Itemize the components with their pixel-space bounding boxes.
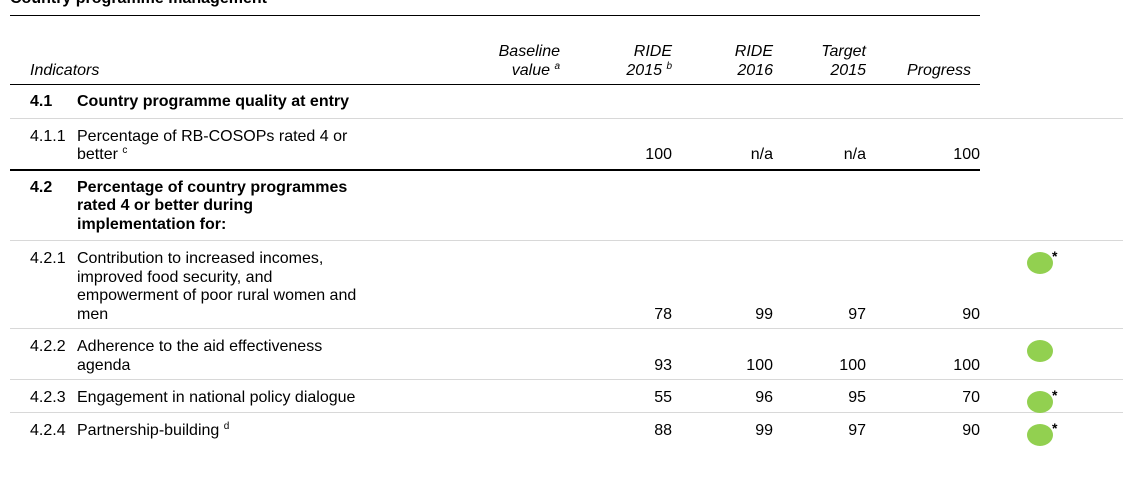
indicator-code: 4.1.1	[10, 117, 77, 170]
section-code: 4.1	[30, 93, 53, 110]
indicator-label-cell: Engagement in national policy dialogue	[77, 379, 560, 412]
indicator-table: Indicators Baseline value a RIDE 2015 b RIDE 2…	[10, 15, 1123, 446]
progress-mark: *	[1052, 248, 1058, 264]
value-cell: 88	[560, 411, 672, 444]
value-cell: 90	[866, 411, 980, 444]
footnote-ref: d	[223, 420, 230, 432]
indicator-row: 4.2.3 Engagement in national policy dialo…	[10, 379, 1123, 413]
value-cell: 100	[560, 117, 672, 170]
value-cell: 78	[560, 240, 672, 329]
value-cell: n/a	[672, 117, 773, 170]
progress-mark: *	[1052, 419, 1058, 436]
indicator-row: 4.2.1 Contribution to increased incomes, …	[10, 240, 1123, 329]
section-row: 4.2 Percentage of country programmes rate…	[10, 168, 1123, 241]
value-cell: 100	[866, 328, 980, 380]
label-text: Partnership-building	[77, 421, 220, 439]
progress-cell: *	[980, 379, 1123, 413]
label-text: Adherence to the aid effectiveness agend…	[77, 338, 323, 374]
table-body: 4.1 Country programme quality at entry 4.1…	[10, 85, 1123, 446]
progress-mark: *	[1052, 387, 1058, 403]
header-row: Indicators Baseline value a RIDE 2015 b RIDE 2…	[10, 15, 1123, 85]
value-cell: 100	[866, 117, 980, 170]
footnote-ref: c	[122, 145, 128, 156]
indicator-code: 4.2.2	[10, 328, 77, 380]
header-text: 2015	[830, 61, 866, 79]
indicator-code: 4.2.4	[10, 411, 77, 444]
section-label: Country programme quality at entry	[77, 93, 350, 110]
header-text: Progress	[906, 61, 971, 79]
progress-dot	[1027, 423, 1053, 446]
value-cell: 97	[773, 411, 866, 444]
indicator-label: Partnership-building d	[77, 420, 369, 441]
value-cell: 93	[560, 328, 672, 380]
indicator-row: 4.1.1 Percentage of RB-COSOPs rated 4 or …	[10, 117, 1123, 170]
column-header: Baseline value a	[77, 15, 560, 85]
header-text: RIDE	[633, 43, 672, 60]
header-text: Indicators	[30, 61, 100, 79]
label-text: Percentage of RB-COSOPs rated 4 or bette…	[77, 127, 348, 164]
column-header: Progress	[866, 15, 980, 85]
value-cell: 55	[560, 379, 672, 412]
footnote-ref: a	[554, 60, 560, 72]
progress-dot	[1027, 340, 1053, 362]
indicator-code: 4.2.1	[10, 240, 77, 329]
indicator-label-cell: Percentage of RB-COSOPs rated 4 or bette…	[77, 117, 560, 170]
section-code: 4.2	[10, 168, 77, 241]
column-header: RIDE 2015 b	[560, 15, 672, 85]
progress-dot	[1027, 391, 1053, 413]
indicator-label-cell: Contribution to increased incomes, impro…	[77, 240, 560, 329]
indicator-label-cell: Partnership-building d	[77, 411, 560, 444]
value-cell: 90	[866, 240, 980, 329]
value-cell: 97	[773, 240, 866, 329]
header-text: 2015	[626, 61, 662, 79]
label-text: Contribution to increased incomes, impro…	[77, 250, 357, 323]
indicator-label: Engagement in national policy dialogue	[77, 389, 369, 408]
column-header: Indicators	[10, 15, 99, 85]
label-text: Engagement in national policy dialogue	[77, 389, 356, 406]
value-cell: 99	[672, 411, 773, 444]
progress-cell: *	[980, 240, 1123, 329]
progress-cell	[980, 117, 1123, 170]
header-text: 2016	[737, 61, 773, 79]
indicator-row: 4.2.4 Partnership-building d 88 99 97 90 *	[10, 411, 1123, 446]
section-label: Percentage of country programmes rated 4…	[77, 178, 348, 233]
progress-cell	[980, 328, 1123, 380]
progress-cell: *	[980, 411, 1123, 446]
indicator-label-cell: Adherence to the aid effectiveness agend…	[77, 328, 560, 380]
section-label-cell: Country programme quality at entry	[77, 85, 980, 119]
section-label-cell: Percentage of country programmes rated 4…	[77, 168, 980, 241]
header-text: Target	[821, 43, 866, 60]
value-cell: n/a	[773, 117, 866, 170]
header-text: value	[511, 61, 550, 79]
indicator-row: 4.2.2 Adherence to the aid effectiveness …	[10, 328, 1123, 380]
value-cell: 100	[672, 328, 773, 380]
progress-dot	[1027, 252, 1053, 274]
value-cell: 96	[672, 379, 773, 412]
table-header: Indicators Baseline value a RIDE 2015 b RIDE 2…	[10, 15, 1123, 85]
value-cell: 95	[773, 379, 866, 412]
value-cell: 100	[773, 328, 866, 380]
header-text: RIDE	[734, 43, 773, 60]
table-title: Country programme management	[10, 0, 267, 8]
indicator-code: 4.2.3	[10, 379, 77, 412]
indicator-label: Percentage of RB-COSOPs rated 4 or bette…	[77, 128, 369, 165]
indicator-label: Adherence to the aid effectiveness agend…	[77, 338, 369, 375]
section-row: 4.1 Country programme quality at entry	[10, 85, 1123, 119]
column-header: Target 2015	[773, 15, 866, 85]
column-header: RIDE 2016	[672, 15, 773, 85]
indicator-label: Contribution to increased incomes, impro…	[77, 250, 369, 324]
value-cell: 99	[672, 240, 773, 329]
value-cell: 70	[866, 379, 980, 412]
header-text: Baseline	[498, 43, 560, 60]
footnote-ref: b	[666, 60, 672, 72]
